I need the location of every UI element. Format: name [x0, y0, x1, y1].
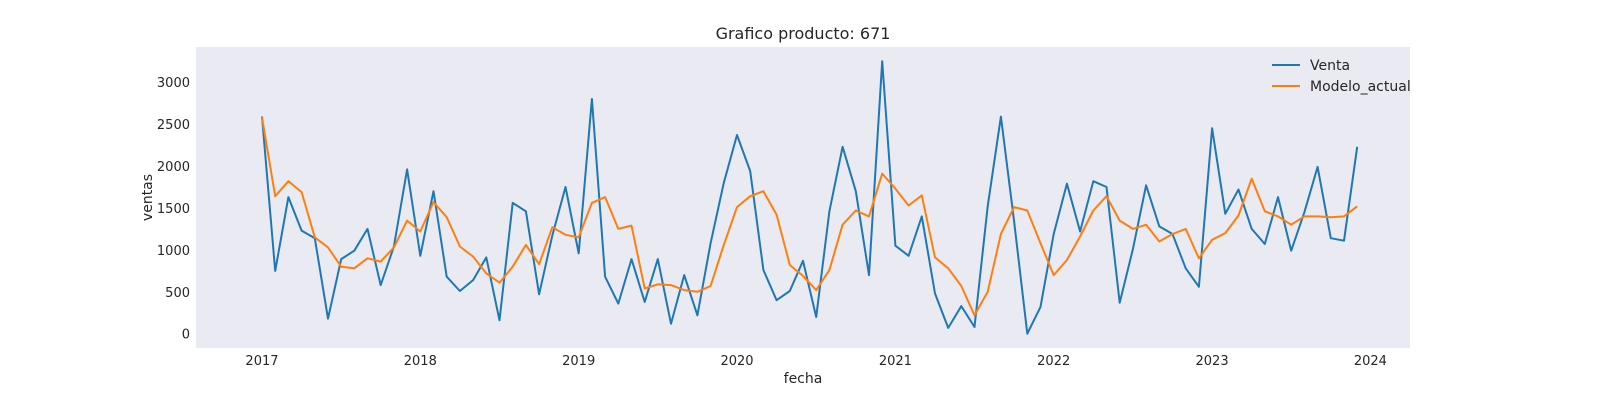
- chart-title: Grafico producto: 671: [716, 24, 891, 43]
- y-tick-label: 500: [165, 286, 190, 301]
- y-axis-label: ventas: [140, 174, 156, 221]
- x-tick-label: 2024: [1354, 354, 1387, 369]
- y-tick-label: 2000: [157, 160, 190, 175]
- x-tick-label: 2022: [1037, 354, 1070, 369]
- x-tick-label: 2023: [1196, 354, 1229, 369]
- series-line-1: [261, 117, 1358, 317]
- y-tick-label: 0: [182, 328, 190, 343]
- y-axis-ticks: 0 500 1000 1500 2000 2500 3000: [157, 76, 190, 343]
- x-axis-ticks: 2017 2018 2019 2020 2021 2022 2023 2024: [245, 354, 1387, 369]
- series-lines: [261, 60, 1359, 335]
- y-tick-label: 2500: [157, 118, 190, 133]
- legend: Venta Modelo_actual: [1272, 58, 1411, 95]
- x-tick-label: 2021: [879, 354, 912, 369]
- series-line-0: [261, 60, 1359, 335]
- x-axis-label: fecha: [784, 371, 823, 387]
- y-tick-label: 3000: [157, 76, 190, 91]
- legend-label: Modelo_actual: [1310, 79, 1411, 95]
- y-tick-label: 1500: [157, 202, 190, 217]
- x-tick-label: 2020: [720, 354, 753, 369]
- x-tick-label: 2019: [562, 354, 595, 369]
- plot-area: [196, 47, 1410, 348]
- y-tick-label: 1000: [157, 244, 190, 259]
- legend-label: Venta: [1310, 58, 1350, 74]
- x-tick-label: 2017: [245, 354, 278, 369]
- x-tick-label: 2018: [404, 354, 437, 369]
